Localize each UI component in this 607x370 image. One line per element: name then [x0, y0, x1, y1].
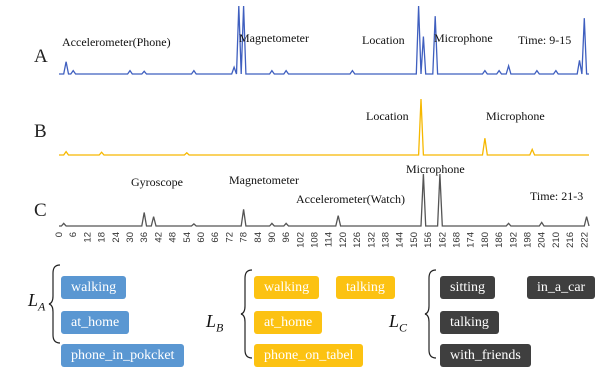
group-label-lb: LB — [206, 311, 224, 335]
x-tick-label: 54 — [182, 232, 193, 243]
x-tick-label: 72 — [224, 232, 235, 243]
annotation-magnetometer-a: Magnetometer — [239, 31, 309, 45]
x-tick-label: 210 — [551, 232, 562, 248]
x-tick-label: 162 — [437, 232, 448, 248]
tag-in-a-car: in_a_car — [527, 276, 596, 299]
x-tick-label: 102 — [295, 232, 306, 248]
tag-phone-on-table: phone_on_tabel — [254, 344, 364, 367]
x-tick-label: 6 — [68, 232, 79, 237]
annotation-location-b: Location — [366, 109, 409, 123]
x-axis-ticks: 0 6 12 18 24 30 36 42 48 54 60 66 72 78 84 90 96 102 108 11… — [54, 232, 590, 248]
panel-letter-b: B — [34, 121, 47, 142]
x-tick-label: 138 — [381, 232, 392, 248]
tag-talking-b: talking — [336, 276, 395, 299]
x-tick-label: 216 — [565, 232, 576, 248]
panel-letter-c: C — [34, 200, 47, 221]
x-tick-label: 204 — [537, 232, 548, 248]
group-label-lc: LC — [389, 311, 408, 335]
x-tick-label: 120 — [338, 232, 349, 248]
tag-at-home-a: at_home — [61, 311, 130, 334]
group-label-la: LA — [28, 290, 46, 314]
x-tick-label: 12 — [82, 232, 93, 243]
tag-walking-a: walking — [61, 276, 127, 299]
panel-letter-a: A — [34, 46, 48, 67]
x-tick-label: 150 — [409, 232, 420, 248]
tag-walking-b: walking — [254, 276, 320, 299]
x-tick-label: 144 — [395, 232, 406, 248]
annotation-microphone-b: Microphone — [486, 109, 545, 123]
x-tick-label: 174 — [466, 232, 477, 248]
x-tick-label: 168 — [452, 232, 463, 248]
x-tick-label: 156 — [423, 232, 434, 248]
x-tick-label: 24 — [111, 232, 122, 243]
tag-phone-in-pocket: phone_in_pokcket — [61, 344, 185, 367]
x-tick-label: 48 — [168, 232, 179, 243]
annotation-accelerometer-phone: Accelerometer(Phone) — [62, 35, 171, 49]
sensor-activity-chart: A Accelerometer(Phone) Magnetometer Loca… — [34, 5, 590, 248]
annotation-location-a: Location — [362, 33, 405, 47]
x-tick-label: 90 — [267, 232, 278, 243]
x-tick-label: 186 — [494, 232, 505, 248]
x-tick-label: 180 — [480, 232, 491, 248]
x-tick-label: 84 — [253, 232, 264, 243]
annotation-accelerometer-watch: Accelerometer(Watch) — [296, 192, 405, 206]
brace-icon — [424, 269, 437, 359]
x-tick-label: 108 — [310, 232, 321, 248]
annotation-microphone-c: Microphone — [406, 162, 465, 176]
x-tick-label: 42 — [153, 232, 164, 243]
x-tick-label: 198 — [523, 232, 534, 248]
x-tick-label: 60 — [196, 232, 207, 243]
brace-icon — [48, 264, 61, 344]
x-tick-label: 66 — [210, 232, 221, 243]
x-tick-label: 36 — [139, 232, 150, 243]
brace-icon — [240, 269, 253, 359]
series-line-a — [59, 5, 589, 75]
tag-sitting: sitting — [440, 276, 496, 299]
x-tick-label: 0 — [54, 232, 65, 237]
x-tick-label: 192 — [508, 232, 519, 248]
x-tick-label: 114 — [324, 232, 335, 247]
series-line-c — [59, 173, 590, 227]
x-tick-label: 18 — [97, 232, 108, 243]
x-tick-label: 30 — [125, 232, 136, 243]
x-tick-label: 222 — [579, 232, 590, 248]
x-tick-label: 126 — [352, 232, 363, 248]
x-tick-label: 132 — [366, 232, 377, 248]
x-tick-label: 96 — [281, 232, 292, 243]
time-label-a: Time: 9-15 — [518, 33, 571, 47]
annotation-microphone-a: Microphone — [434, 31, 493, 45]
tag-at-home-b: at_home — [254, 311, 323, 334]
tag-with-friends: with_friends — [440, 344, 531, 367]
annotation-magnetometer-c: Magnetometer — [229, 173, 299, 187]
time-label-c: Time: 21-3 — [530, 189, 583, 203]
x-tick-label: 78 — [239, 232, 250, 243]
tag-talking-c: talking — [440, 311, 499, 334]
annotation-gyroscope: Gyroscope — [131, 175, 183, 189]
series-line-b — [59, 98, 589, 156]
